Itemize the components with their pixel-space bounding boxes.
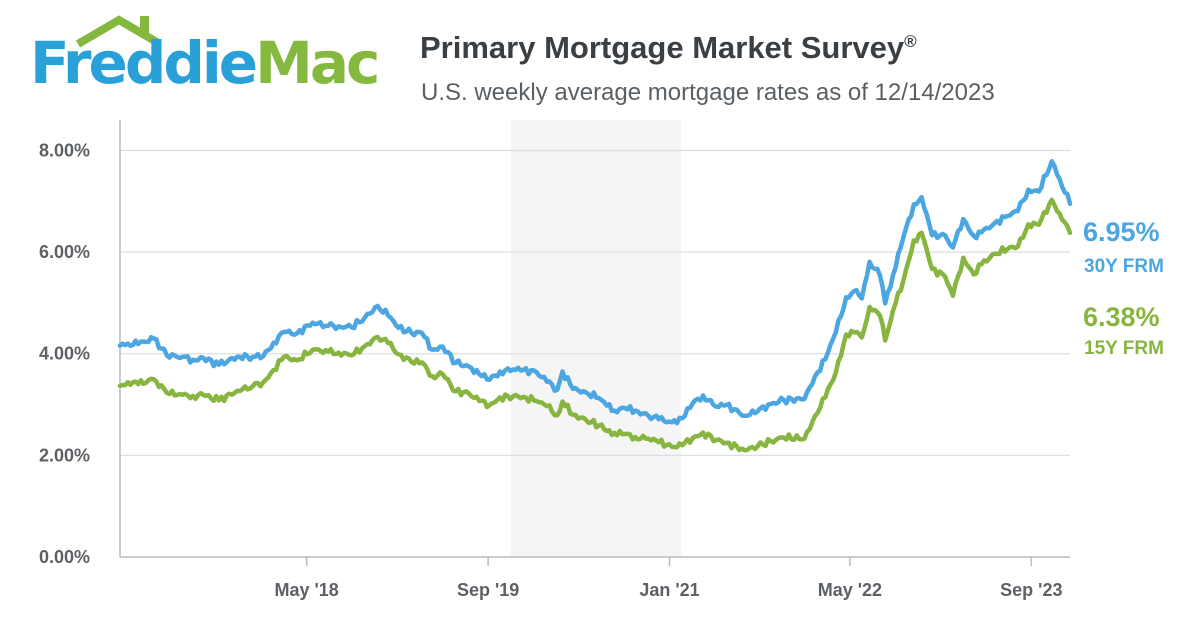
axes [119, 120, 1070, 558]
x-tick-label: May '22 [818, 580, 882, 600]
series-name-label: 15Y FRM [1084, 338, 1164, 359]
freddie-mac-logo: FreddieMac [30, 14, 380, 114]
y-tick-label: 0.00% [39, 547, 90, 567]
x-tick-label: Sep '19 [457, 580, 519, 600]
x-tick-label: May '18 [274, 580, 338, 600]
y-tick-label: 6.00% [39, 242, 90, 262]
series-lines [117, 158, 1073, 453]
y-tick-label: 8.00% [39, 140, 90, 160]
end-value-label: 6.95% [1083, 217, 1160, 247]
end-value-label: 6.38% [1083, 302, 1160, 332]
end-labels: 6.95% 30Y FRM 6.38% 15Y FRM [1083, 217, 1164, 359]
x-tick-label: Jan '21 [639, 580, 699, 600]
chart-title: Primary Mortgage Market Survey® [420, 30, 917, 66]
y-tick-label: 4.00% [39, 344, 90, 364]
house-roof-icon [75, 15, 163, 48]
x-tick-label: Sep '23 [1000, 580, 1062, 600]
chart-subtitle: U.S. weekly average mortgage rates as of… [421, 79, 995, 106]
series-name-label: 30Y FRM [1084, 256, 1164, 277]
chart-shaded-band [510, 120, 682, 557]
x-axis-ticks: May '18 Sep '19 Jan '21 May '22 Sep '23 [274, 557, 1062, 600]
chart-title-text: Primary Mortgage Market Survey [420, 30, 905, 65]
series-line-30y [117, 158, 1073, 426]
y-axis-ticks: 0.00% 2.00% 4.00% 6.00% 8.00% [39, 140, 90, 567]
logo-mac-text: Mac [255, 29, 380, 97]
series-line-15y [117, 197, 1073, 453]
logo-freddie-text: Freddie [30, 29, 258, 97]
registered-mark: ® [904, 32, 917, 51]
logo-wordmark: FreddieMac [30, 34, 380, 92]
y-tick-label: 2.00% [39, 445, 90, 465]
